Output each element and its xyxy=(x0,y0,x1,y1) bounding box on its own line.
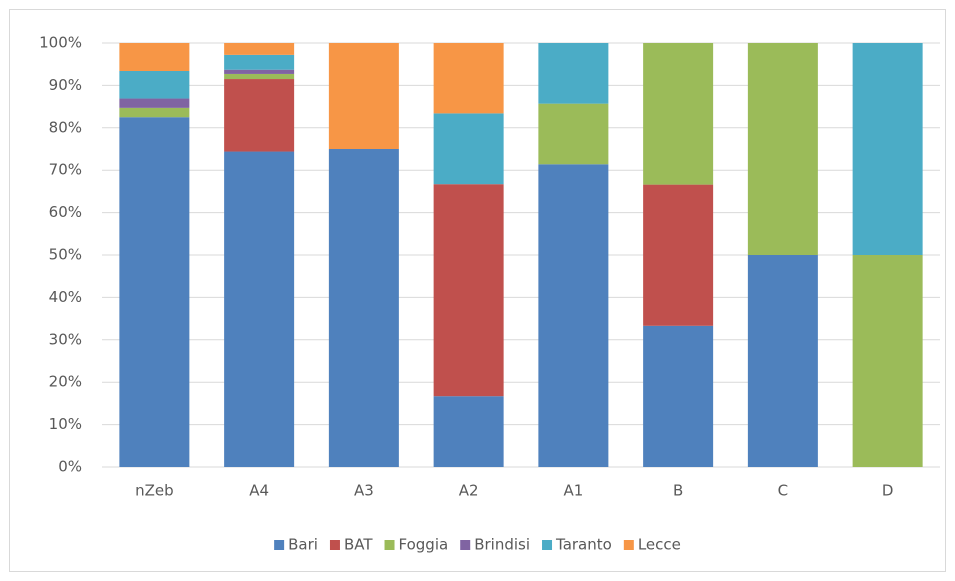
legend-swatch xyxy=(384,540,395,550)
legend-label: Lecce xyxy=(638,536,681,554)
legend-swatch xyxy=(329,540,340,550)
bar-segment xyxy=(224,79,295,152)
bar-segment xyxy=(328,43,399,149)
x-tick-label: A4 xyxy=(249,482,269,500)
legend-label: Brindisi xyxy=(474,536,530,554)
legend-label: Taranto xyxy=(555,536,612,554)
x-tick-label: C xyxy=(778,482,788,500)
y-tick-label: 100% xyxy=(39,34,82,52)
legend-label: Foggia xyxy=(399,536,449,554)
bar-segment xyxy=(643,43,714,185)
bar-segment xyxy=(224,69,295,74)
legend-swatch xyxy=(542,540,553,550)
y-tick-label: 90% xyxy=(49,76,82,94)
y-tick-label: 10% xyxy=(49,415,82,433)
bar-segment xyxy=(747,43,818,255)
bar-segment xyxy=(119,98,190,108)
y-tick-label: 0% xyxy=(58,458,82,476)
y-tick-label: 80% xyxy=(49,118,82,136)
y-tick-label: 20% xyxy=(49,373,82,391)
y-tick-label: 30% xyxy=(49,330,82,348)
x-tick-label: B xyxy=(673,482,683,500)
y-tick-label: 60% xyxy=(49,203,82,221)
bar-segment xyxy=(433,396,504,467)
legend-label: Bari xyxy=(288,536,318,554)
x-tick-label: A2 xyxy=(459,482,479,500)
bar-segment xyxy=(119,43,190,71)
legend-swatch xyxy=(274,540,285,550)
bar-segment xyxy=(852,255,923,467)
bar-segment xyxy=(224,54,295,70)
bar-segment xyxy=(119,107,190,118)
x-tick-label: D xyxy=(882,482,894,500)
bar-segment xyxy=(643,184,714,326)
legend-swatch xyxy=(623,540,634,550)
bar-segment xyxy=(433,184,504,397)
bar-segment xyxy=(328,149,399,467)
bar-segment xyxy=(433,43,504,114)
bar-segment xyxy=(224,151,295,467)
y-tick-label: 70% xyxy=(49,161,82,179)
bar-segment xyxy=(643,325,714,467)
y-tick-label: 40% xyxy=(49,288,82,306)
bar-segment xyxy=(119,117,190,467)
bar-segment xyxy=(852,43,923,255)
bar-segment xyxy=(538,43,609,104)
bar-segment xyxy=(224,43,295,55)
bar-segment xyxy=(224,73,295,80)
bar-segment xyxy=(747,255,818,467)
x-tick-label: A3 xyxy=(354,482,374,500)
x-tick-label: nZeb xyxy=(135,482,174,500)
y-tick-label: 50% xyxy=(49,246,82,264)
bar-segment xyxy=(433,113,504,185)
bar-segment xyxy=(119,70,190,99)
legend-label: BAT xyxy=(344,536,373,554)
legend-swatch xyxy=(460,540,471,550)
bar-segment xyxy=(538,164,609,468)
x-tick-label: A1 xyxy=(563,482,583,500)
bar-segment xyxy=(538,103,609,165)
